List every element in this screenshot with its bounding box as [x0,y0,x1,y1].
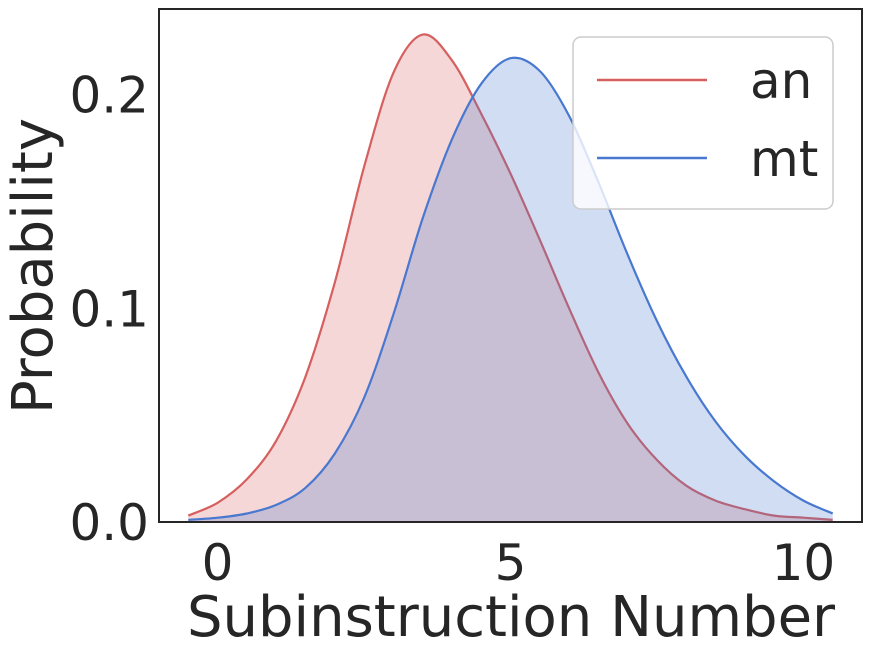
legend-label-an: an [750,52,812,110]
y-tick-label: 0.1 [69,280,149,338]
y-axis-label: Probability [1,118,66,414]
area-an [188,34,833,523]
plot-frame [158,8,863,523]
x-tick-labels: 0 5 10 [202,534,836,592]
y-tick-label: 0.2 [69,67,149,125]
legend-label-mt: mt [750,130,818,188]
legend: an mt [572,36,834,210]
series-layer [187,33,834,523]
line-an [187,33,833,521]
x-axis-label: Subinstruction Number [187,585,836,650]
x-tick-label: 5 [495,534,527,592]
x-tick-label: 0 [202,534,234,592]
x-tick-label: 10 [772,534,836,592]
line-mt [188,56,834,521]
area-mt [188,57,833,523]
y-tick-label: 0.0 [69,494,149,552]
y-tick-labels: 0.0 0.1 0.2 [69,67,149,553]
